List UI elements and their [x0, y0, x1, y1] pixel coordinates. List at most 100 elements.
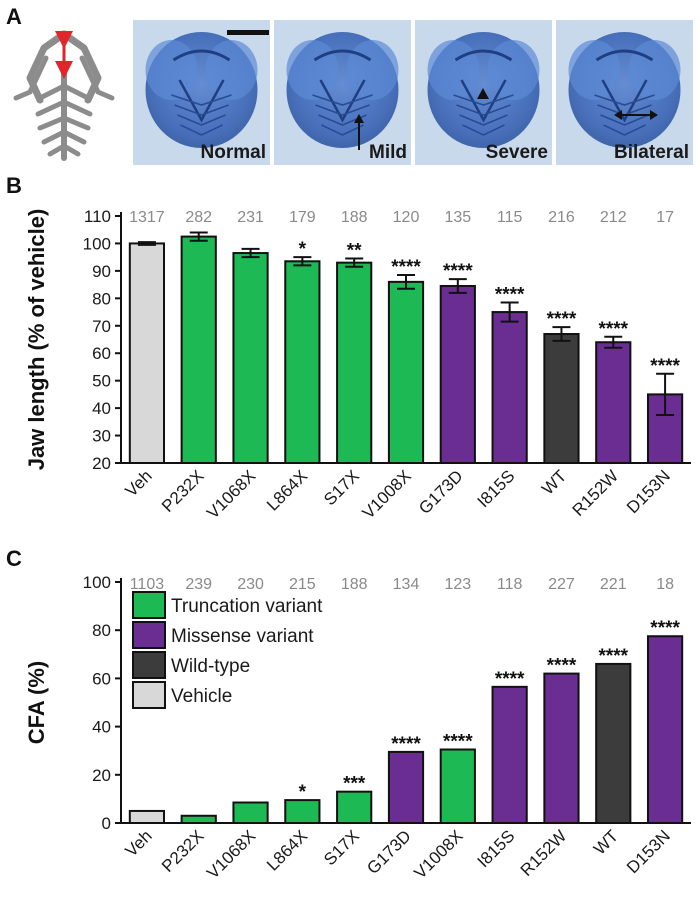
- eye-right: [487, 40, 540, 100]
- panel-b: B 20 30 40 50 60 70 80 90 100 110 Jaw length (% of…: [6, 173, 691, 523]
- photo-severe: Severe: [415, 20, 552, 165]
- bar-i815s: [491, 311, 528, 464]
- cartilage-line: [454, 49, 513, 62]
- n-label: 221: [600, 576, 627, 593]
- y-axis-label: CFA (%): [24, 661, 49, 745]
- bar-p232x: [180, 235, 217, 464]
- x-tick-label: R152W: [569, 466, 623, 520]
- cartilage-line: [172, 49, 231, 62]
- n-label: 282: [185, 209, 212, 226]
- panel-b-label: B: [6, 173, 22, 198]
- n-label: 134: [393, 576, 420, 593]
- bar-l864x: [284, 260, 321, 464]
- significance-label: ****: [391, 257, 421, 278]
- photo-caption: Normal: [201, 142, 266, 163]
- branchial-arch: [312, 94, 373, 106]
- branchial-arch: [603, 124, 646, 136]
- branchial-arch: [600, 114, 649, 126]
- x-tick-label: WT: [590, 826, 622, 858]
- x-tick-label: P232X: [158, 466, 208, 516]
- x-tick-label: R152W: [517, 826, 571, 880]
- legend-label-truncation: Truncation variant: [171, 596, 323, 617]
- significance-label: ****: [650, 356, 680, 377]
- branchial-arch: [453, 94, 514, 106]
- x-tick-label: Veh: [122, 826, 156, 860]
- legend-swatch-missense: [132, 621, 166, 649]
- n-label: 216: [548, 209, 575, 226]
- triangle-icon: [477, 88, 489, 99]
- arrow-head-icon: [354, 114, 364, 123]
- branchial-arch: [171, 94, 232, 106]
- significance-label: ****: [443, 261, 473, 282]
- bar-v1008x: [439, 748, 476, 824]
- cartilage-line: [460, 79, 507, 123]
- bar-veh: [128, 809, 166, 825]
- y-tick-label: 40: [92, 399, 111, 418]
- significance-label: **: [347, 241, 362, 262]
- x-tick-label: S17X: [320, 826, 363, 869]
- bar-s17x: [336, 261, 373, 464]
- n-label: 188: [341, 209, 368, 226]
- cartilage-line: [319, 79, 366, 123]
- significance-label: ****: [598, 319, 628, 340]
- bar-s17x: [336, 790, 373, 824]
- significance-label: ****: [547, 309, 577, 330]
- photo-normal: Normal: [133, 20, 270, 165]
- branchial-arch: [321, 124, 364, 136]
- significance-label: ****: [443, 731, 473, 752]
- photo-caption: Severe: [486, 142, 548, 163]
- significance-label: ****: [650, 618, 680, 639]
- cartilage-line: [178, 79, 225, 123]
- branchial-arch: [180, 124, 223, 136]
- legend-label-wildtype: Wild-type: [171, 656, 250, 677]
- x-tick-label: S17X: [320, 466, 363, 509]
- n-label: 120: [393, 209, 420, 226]
- branchial-arch: [459, 114, 508, 126]
- eye-left: [427, 40, 480, 100]
- n-label: 118: [497, 576, 523, 593]
- x-tick-label: L864X: [263, 826, 311, 874]
- branchial-arch: [456, 104, 511, 116]
- legend-label-missense: Missense variant: [171, 626, 314, 647]
- y-tick-label: 100: [83, 234, 111, 253]
- y-tick-label: 50: [92, 372, 111, 391]
- n-label: 188: [341, 576, 368, 593]
- n-label: 1317: [129, 209, 165, 226]
- bar-i815s: [491, 685, 528, 825]
- x-tick-label: V1068X: [203, 466, 259, 522]
- photo-caption: Mild: [369, 142, 407, 163]
- n-label: 1103: [130, 576, 165, 593]
- significance-label: ****: [598, 646, 628, 667]
- arrow-head-icon: [614, 110, 622, 120]
- eye-left: [145, 40, 198, 100]
- n-label: 123: [444, 576, 471, 593]
- scale-bar: [227, 30, 269, 35]
- n-label: 115: [497, 209, 523, 226]
- n-label: 230: [237, 576, 264, 593]
- branchial-arch: [174, 104, 229, 116]
- legend: Truncation variant Missense variant Wild-t…: [132, 591, 323, 709]
- eye-right: [628, 40, 681, 100]
- panel-a-label: A: [6, 4, 22, 29]
- significance-label: *: [299, 782, 307, 803]
- x-tick-label: I815S: [474, 826, 519, 871]
- panel-a: A Normal Mild Severe Bilateral: [6, 4, 693, 165]
- branchial-arch: [315, 104, 370, 116]
- y-tick-label: 0: [102, 814, 111, 833]
- bar-wt: [595, 662, 632, 824]
- y-tick-label: 60: [92, 669, 111, 688]
- bar-g173d: [439, 284, 476, 464]
- x-tick-label: WT: [538, 466, 570, 498]
- y-tick-label: 100: [83, 573, 111, 592]
- y-axis-label: Jaw length (% of vehicle): [24, 209, 49, 471]
- y-tick-label: 90: [92, 262, 111, 281]
- significance-label: ***: [343, 774, 366, 795]
- bar-wt: [543, 333, 580, 464]
- x-tick-label: G173D: [415, 466, 467, 518]
- bar-p232x: [180, 814, 217, 825]
- eye-left: [286, 40, 339, 100]
- x-tick-label: V1008X: [359, 466, 415, 522]
- y-tick-label: 30: [92, 427, 111, 446]
- y-tick-label: 20: [92, 454, 111, 473]
